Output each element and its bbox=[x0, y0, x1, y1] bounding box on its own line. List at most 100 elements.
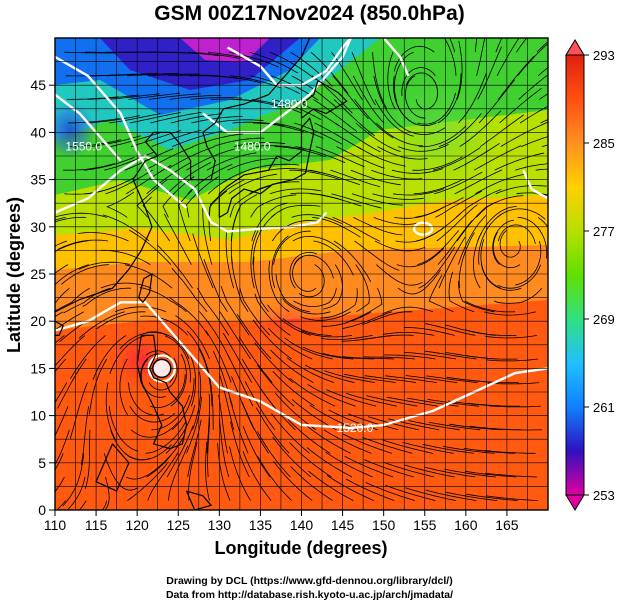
y-tick-label: 40 bbox=[30, 124, 46, 140]
streamline bbox=[55, 311, 84, 331]
colorbar-bottom-arrow bbox=[565, 494, 585, 511]
streamline bbox=[289, 251, 318, 289]
coastline bbox=[218, 116, 315, 218]
streamline bbox=[386, 396, 438, 407]
streamline bbox=[252, 319, 292, 360]
streamline bbox=[106, 191, 135, 218]
streamline bbox=[292, 256, 317, 292]
streamline bbox=[404, 75, 426, 119]
streamline bbox=[206, 152, 257, 171]
streamline bbox=[344, 373, 396, 383]
streamline bbox=[124, 264, 173, 289]
streamline bbox=[287, 419, 331, 454]
streamline bbox=[100, 282, 152, 289]
streamline bbox=[286, 357, 335, 383]
streamline bbox=[228, 173, 278, 195]
colorbar-tick-label: 261 bbox=[593, 400, 615, 415]
streamline bbox=[289, 169, 341, 180]
streamline bbox=[362, 334, 414, 340]
streamline bbox=[422, 443, 475, 454]
streamline bbox=[458, 73, 487, 124]
streamline bbox=[242, 450, 272, 501]
streamline bbox=[495, 185, 547, 195]
streamline bbox=[371, 169, 423, 180]
streamline bbox=[309, 404, 358, 431]
streamline bbox=[521, 136, 548, 147]
streamline bbox=[418, 246, 456, 289]
streamline bbox=[163, 213, 192, 265]
streamline bbox=[344, 455, 394, 478]
streamline bbox=[145, 146, 194, 171]
streamline bbox=[353, 217, 403, 236]
streamline bbox=[119, 358, 128, 416]
streamline bbox=[203, 258, 228, 313]
streamline bbox=[305, 424, 351, 454]
streamline bbox=[308, 470, 354, 501]
streamline bbox=[187, 419, 202, 478]
colorbar-tick-label: 253 bbox=[593, 488, 615, 503]
streamline bbox=[192, 371, 202, 430]
wind-streamlines bbox=[55, 38, 548, 510]
streamline bbox=[202, 206, 213, 265]
x-tick-label: 160 bbox=[454, 517, 478, 533]
streamline bbox=[289, 377, 336, 407]
streamline bbox=[289, 442, 332, 478]
y-tick-label: 20 bbox=[30, 313, 46, 329]
streamline bbox=[164, 335, 191, 383]
streamline bbox=[427, 398, 480, 407]
streamline bbox=[55, 406, 69, 437]
streamline bbox=[412, 156, 463, 171]
streamline bbox=[218, 372, 235, 430]
streamline bbox=[500, 121, 548, 147]
streamline bbox=[537, 67, 548, 77]
streamline bbox=[268, 327, 313, 360]
streamline bbox=[458, 214, 487, 265]
streamline bbox=[425, 489, 477, 501]
streamline bbox=[487, 382, 540, 385]
streamline bbox=[168, 445, 189, 501]
streamline bbox=[129, 405, 176, 423]
streamline bbox=[219, 418, 230, 478]
y-axis-label: Latitude (degrees) bbox=[4, 197, 24, 353]
streamline bbox=[393, 45, 435, 72]
streamline bbox=[222, 332, 253, 383]
x-tick-label: 125 bbox=[167, 517, 191, 533]
contour-label: 1480.0 bbox=[271, 97, 308, 111]
streamline bbox=[188, 442, 198, 501]
streamline bbox=[147, 73, 200, 77]
streamline bbox=[414, 197, 464, 218]
streamline bbox=[244, 381, 276, 431]
streamline bbox=[458, 232, 475, 289]
streamline bbox=[492, 231, 521, 269]
streamline bbox=[537, 217, 548, 228]
streamline bbox=[365, 482, 416, 501]
streamline bbox=[444, 468, 496, 478]
streamline bbox=[300, 330, 353, 338]
streamline bbox=[474, 38, 478, 53]
streamline bbox=[270, 204, 321, 218]
streamline bbox=[449, 423, 501, 431]
x-tick-label: 150 bbox=[372, 517, 396, 533]
streamline bbox=[273, 230, 311, 265]
streamline bbox=[207, 417, 211, 478]
x-tick-label: 140 bbox=[290, 517, 314, 533]
streamline bbox=[220, 285, 250, 336]
streamline bbox=[272, 371, 315, 407]
streamline bbox=[377, 146, 428, 160]
streamline bbox=[55, 382, 68, 404]
streamline bbox=[229, 446, 251, 501]
streamline bbox=[292, 235, 342, 251]
streamline bbox=[290, 466, 333, 501]
y-tick-label: 35 bbox=[30, 172, 46, 188]
streamline bbox=[485, 472, 537, 478]
streamline bbox=[453, 142, 500, 171]
streamline bbox=[476, 38, 486, 76]
streamline bbox=[130, 130, 182, 147]
streamline bbox=[332, 217, 381, 242]
streamline bbox=[332, 75, 369, 120]
height-contour bbox=[55, 93, 122, 162]
streamline bbox=[55, 240, 68, 247]
streamline bbox=[516, 38, 528, 53]
streamline bbox=[92, 335, 127, 380]
x-tick-label: 135 bbox=[249, 517, 273, 533]
